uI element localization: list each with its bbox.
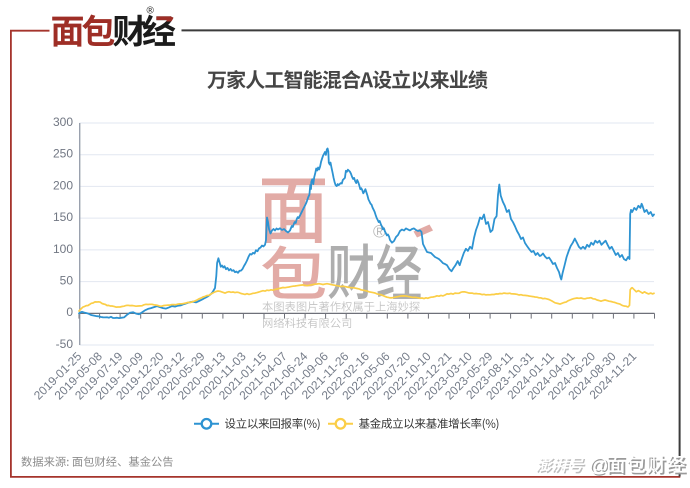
svg-text:300: 300 [53, 115, 73, 129]
svg-text:200: 200 [53, 178, 73, 192]
svg-text:@: @ [590, 456, 610, 478]
svg-text:-50: -50 [56, 337, 74, 351]
svg-text:0: 0 [66, 305, 73, 319]
svg-text:50: 50 [60, 274, 74, 288]
svg-text:100: 100 [53, 242, 73, 256]
svg-text:@: @ [589, 455, 609, 477]
svg-text:250: 250 [53, 147, 73, 161]
svg-text:®: ® [147, 5, 155, 16]
svg-text:150: 150 [53, 210, 73, 224]
